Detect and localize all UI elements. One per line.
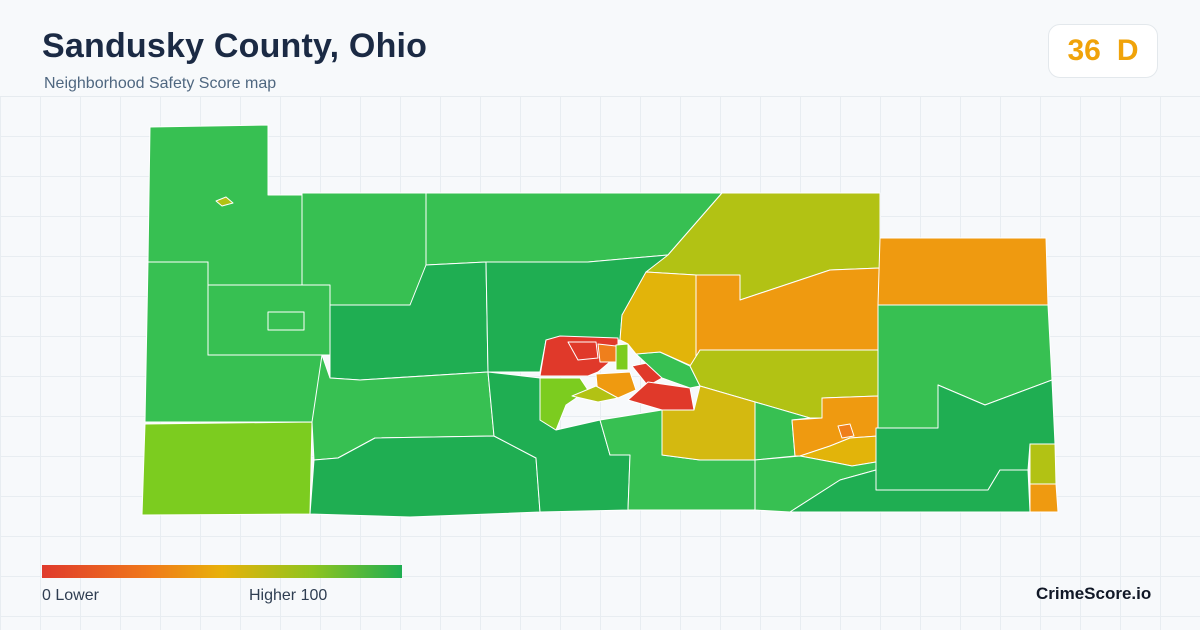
safety-score-badge: 36 D [1048,24,1158,78]
map-region[interactable] [141,421,313,516]
map-region[interactable] [615,343,629,371]
map-region[interactable] [1029,443,1057,485]
brand-logo-text[interactable]: CrimeScore.io [1036,584,1152,603]
legend-color-scale [42,565,402,578]
map-region[interactable] [539,377,589,431]
map-region[interactable] [1029,483,1059,513]
map-region[interactable] [567,341,599,361]
score-grade: D [1116,34,1139,67]
legend-min-label: 0 Lower [42,587,99,604]
map-region[interactable] [837,423,855,439]
map-region[interactable] [267,311,305,331]
map-region[interactable] [571,385,619,403]
map-region[interactable] [789,469,1031,513]
map-region[interactable] [877,237,1049,306]
header-divider [0,96,1200,97]
page-title: Sandusky County, Ohio [42,27,428,65]
map-region[interactable] [597,343,617,363]
page-subtitle: Neighborhood Safety Score map [44,75,277,92]
score-value: 36 [1067,34,1101,67]
map-region[interactable] [215,196,234,207]
map-region[interactable] [627,381,695,411]
legend-max-label: Higher 100 [249,587,328,604]
